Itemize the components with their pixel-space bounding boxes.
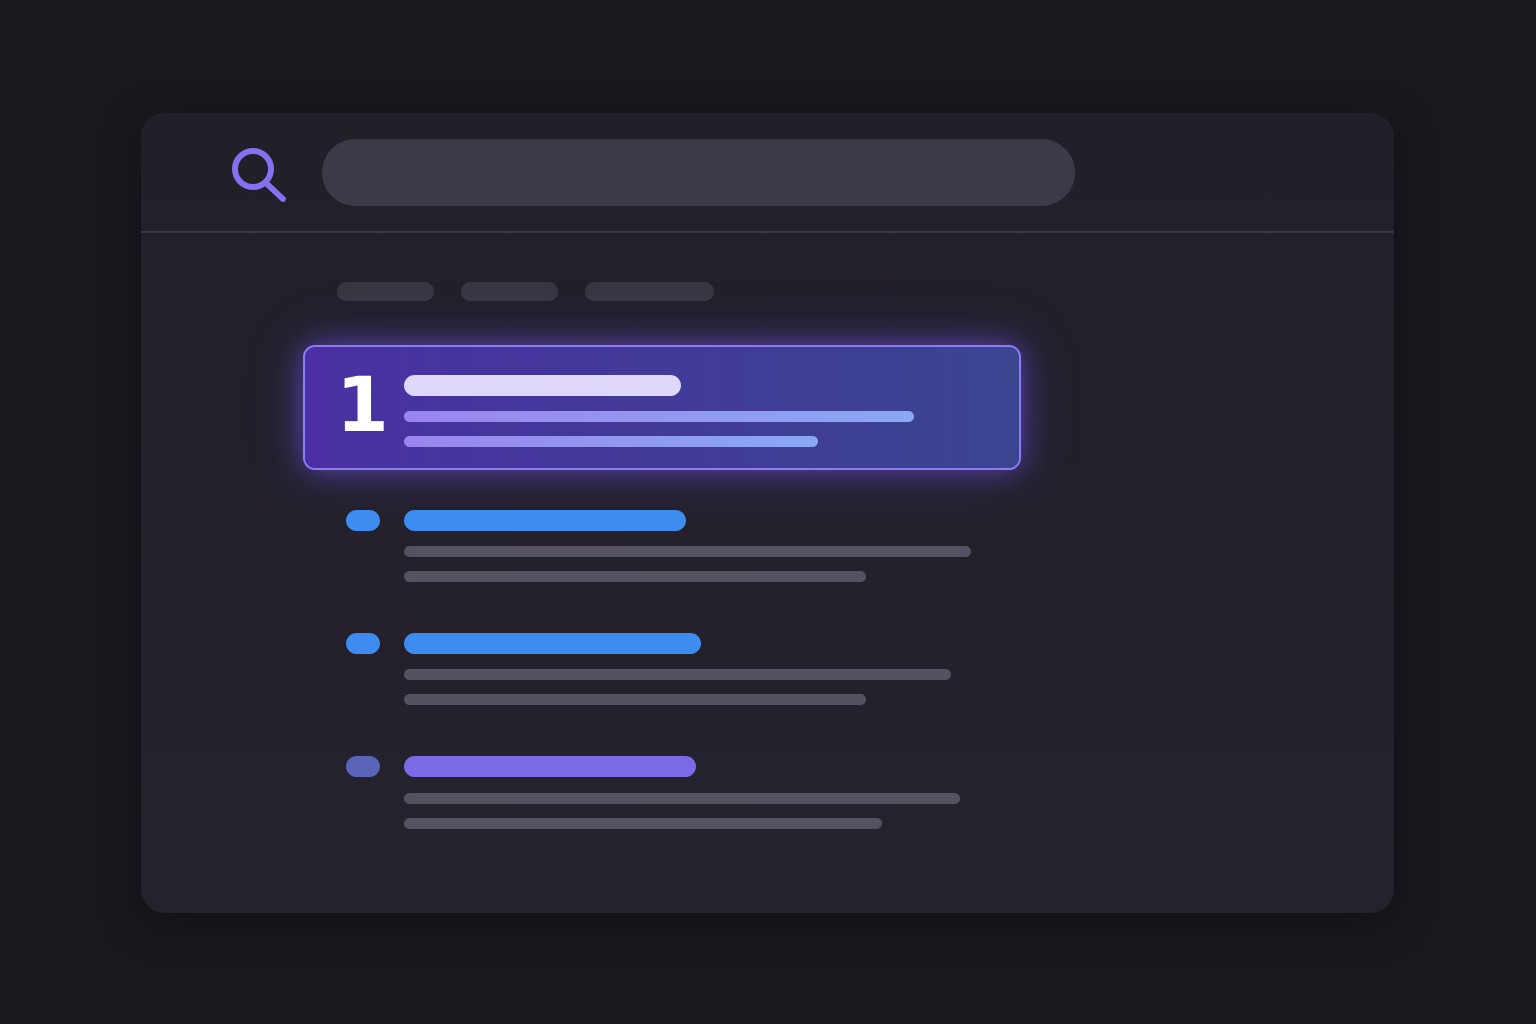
filter-tab-3[interactable] [585, 282, 714, 301]
top-result-title[interactable] [404, 375, 681, 396]
top-result-snippet-line [404, 436, 818, 447]
search-icon[interactable] [228, 145, 290, 205]
result-favicon [346, 633, 380, 654]
result-snippet-line [404, 818, 882, 829]
result-snippet-line [404, 669, 951, 680]
top-result-snippet-line [404, 411, 914, 422]
result-title-link[interactable] [404, 756, 696, 777]
search-input[interactable] [322, 139, 1075, 206]
result-snippet-line [404, 793, 960, 804]
result-favicon [346, 756, 380, 777]
top-result-card[interactable] [303, 345, 1021, 470]
result-title-link[interactable] [404, 510, 686, 531]
header-divider [141, 231, 1394, 233]
result-favicon [346, 510, 380, 531]
result-snippet-line [404, 571, 866, 582]
result-snippet-line [404, 546, 971, 557]
filter-tab-2[interactable] [461, 282, 558, 301]
result-snippet-line [404, 694, 866, 705]
rank-number: 1 [336, 360, 389, 449]
result-title-link[interactable] [404, 633, 701, 654]
filter-tab-1[interactable] [337, 282, 434, 301]
